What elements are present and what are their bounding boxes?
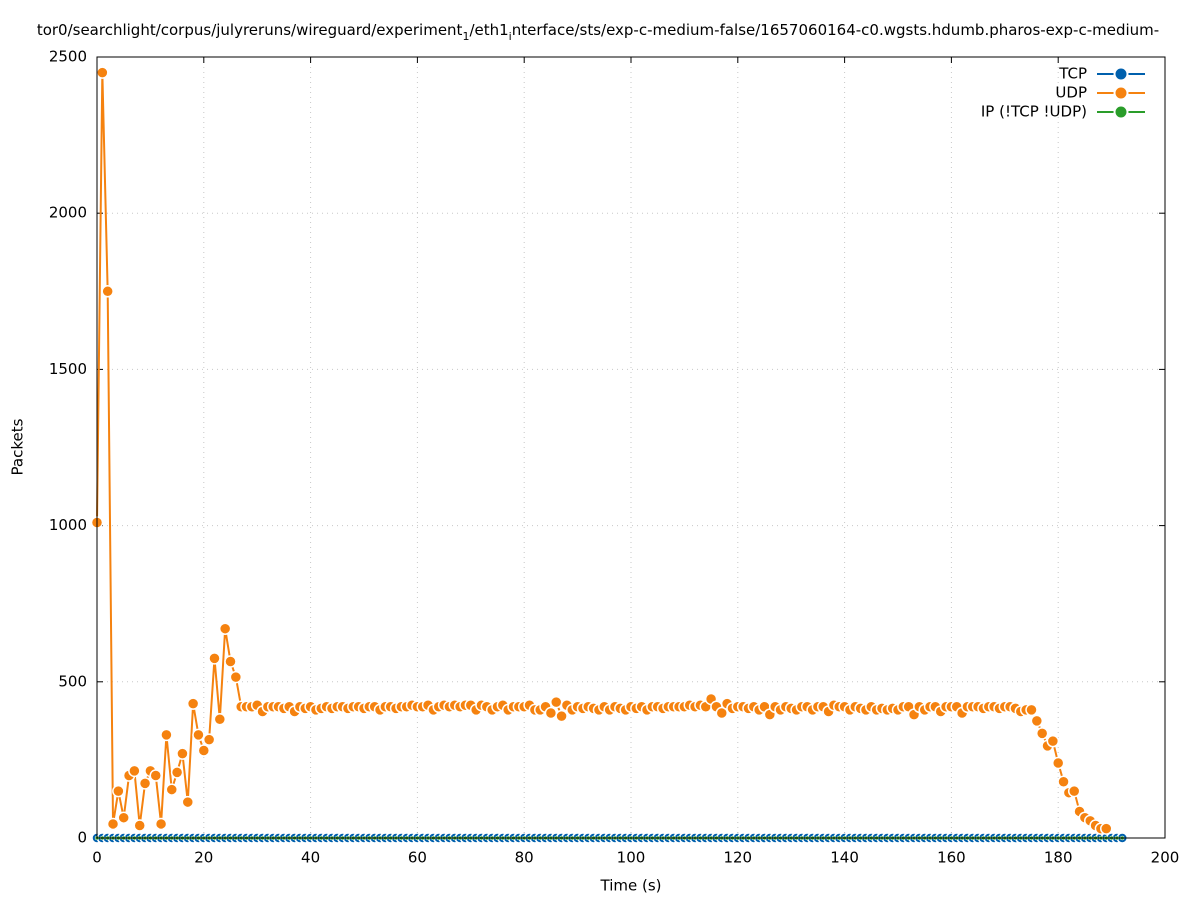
data-point	[715, 706, 729, 720]
x-tick-label: 20	[194, 849, 213, 867]
data-point	[1025, 703, 1038, 717]
data-point	[1035, 727, 1049, 740]
data-point	[197, 744, 211, 757]
title-part: nterface/sts/exp-c-medium-false/16570601…	[512, 21, 1159, 39]
legend-label: IP (!TCP !UDP)	[981, 103, 1087, 121]
x-tick-label: 160	[937, 849, 966, 867]
legend-label: UDP	[1055, 84, 1087, 102]
data-point	[133, 819, 146, 832]
y-tick-label: 500	[58, 672, 87, 690]
data-point	[549, 695, 563, 709]
data-point	[165, 783, 179, 796]
legend-label: TCP	[1058, 65, 1087, 83]
x-tick-label: 140	[830, 849, 859, 867]
data-point	[1046, 734, 1060, 748]
data-point	[170, 766, 184, 779]
data-point	[128, 764, 141, 778]
data-point	[1057, 775, 1070, 789]
data-point	[176, 747, 189, 760]
title-part: i	[509, 30, 512, 43]
title-part: 1	[462, 30, 469, 43]
x-tick-label: 40	[301, 849, 320, 867]
data-point	[186, 697, 200, 710]
x-tick-label: 60	[408, 849, 427, 867]
chart-title: tor0/searchlight/corpus/julyreruns/wireg…	[37, 21, 1159, 43]
data-point	[229, 670, 243, 684]
x-axis-label: Time (s)	[600, 877, 662, 895]
data-point	[149, 769, 162, 782]
data-point	[138, 777, 152, 790]
data-point	[101, 285, 114, 298]
plot-frame	[96, 56, 1166, 839]
legend-marker	[1113, 85, 1129, 101]
data-point	[154, 817, 168, 831]
data-point	[96, 66, 109, 79]
data-point	[544, 706, 558, 720]
x-tick-label: 0	[92, 849, 102, 867]
y-tick-label: 0	[77, 829, 87, 847]
data-point	[192, 728, 205, 742]
data-point	[117, 811, 130, 824]
data-point	[106, 817, 120, 831]
y-tick-label: 2000	[49, 204, 87, 222]
y-tick-label: 1500	[49, 360, 87, 378]
x-tick-label: 80	[515, 849, 534, 867]
x-tick-label: 200	[1151, 849, 1180, 867]
data-point	[208, 652, 221, 665]
data-point	[213, 713, 227, 726]
x-tick-label: 100	[617, 849, 646, 867]
data-point	[202, 733, 216, 746]
y-tick-label: 1000	[49, 516, 87, 534]
x-tick-label: 120	[723, 849, 752, 867]
data-point	[1067, 784, 1081, 798]
data-point	[1100, 822, 1113, 835]
data-point	[112, 784, 125, 798]
y-tick-label: 2500	[49, 48, 87, 66]
data-point	[224, 655, 237, 668]
data-point	[181, 795, 195, 809]
data-point	[555, 709, 568, 723]
y-axis-label: Packets	[9, 418, 27, 475]
data-point	[218, 622, 232, 635]
data-point	[1030, 714, 1044, 728]
data-point	[160, 728, 173, 742]
legend-marker	[1113, 66, 1129, 82]
x-tick-label: 180	[1044, 849, 1073, 867]
title-part: tor0/searchlight/corpus/julyreruns/wireg…	[37, 21, 463, 39]
legend-marker	[1113, 104, 1129, 120]
data-point	[1051, 756, 1065, 770]
title-part: /eth1	[469, 21, 508, 39]
